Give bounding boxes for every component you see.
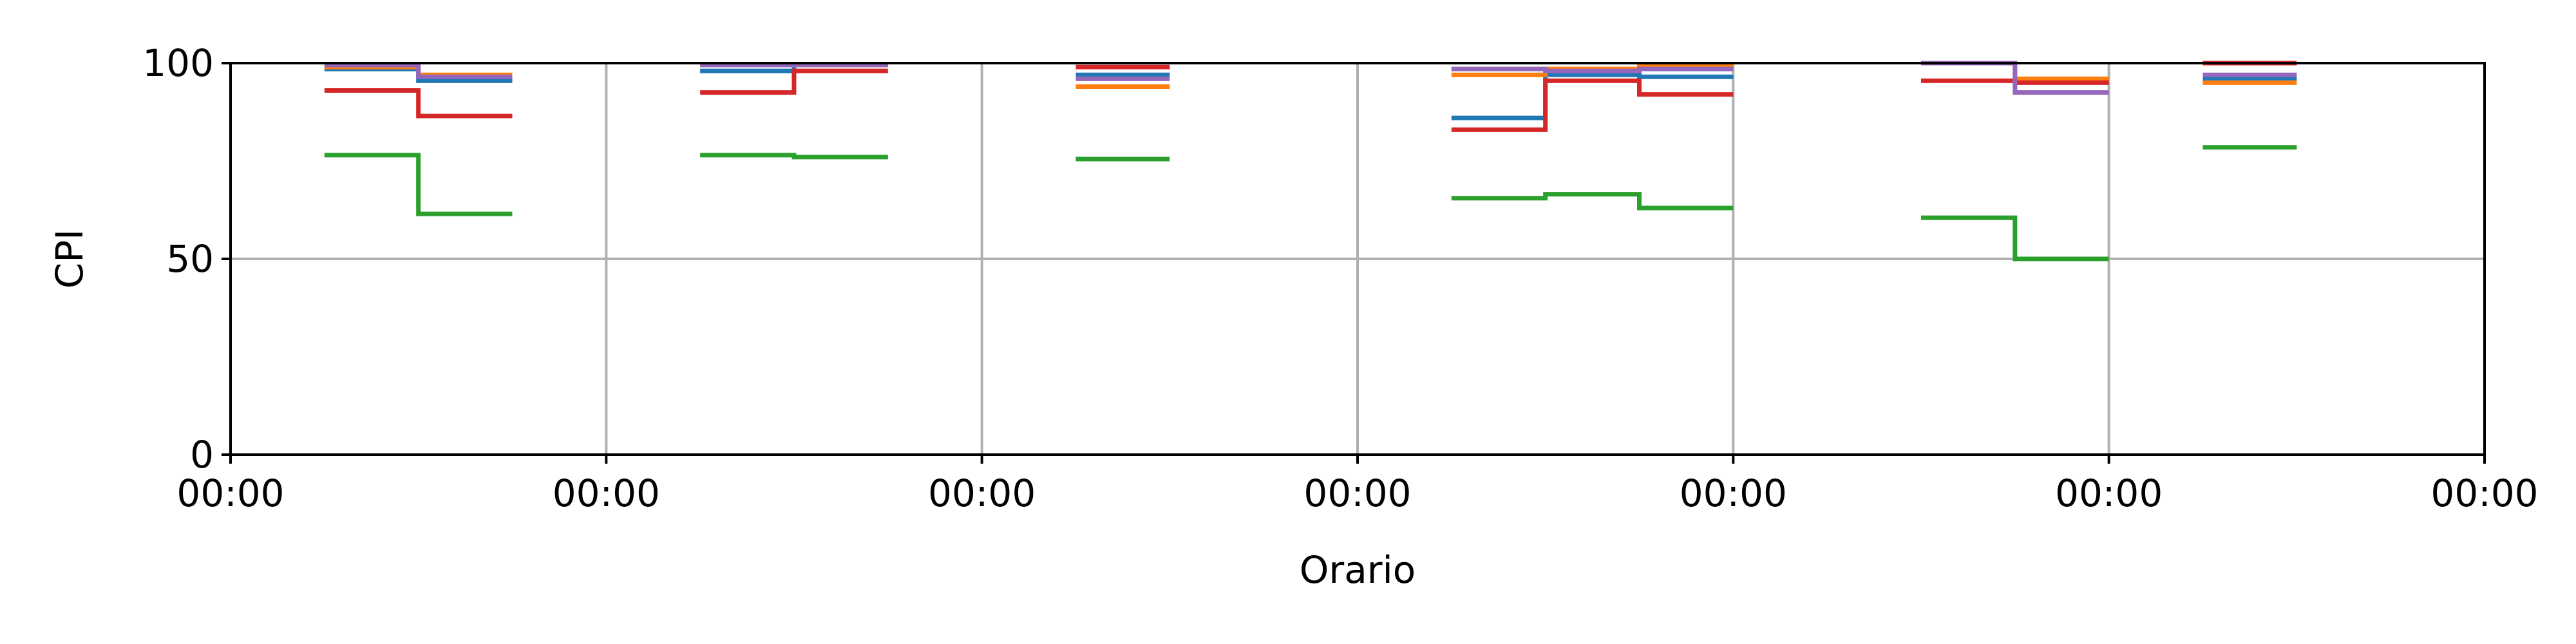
series-line-segment (1451, 78, 1734, 132)
series-line-segment (1451, 192, 1734, 211)
series-line-segment (324, 62, 513, 79)
y-tick-label: 0 (190, 433, 214, 477)
series-3 (324, 145, 2297, 261)
series-lines (324, 61, 2297, 261)
x-tick-label: 00:00 (2430, 471, 2538, 515)
x-tick-label: 00:00 (1680, 471, 1787, 515)
series-line-segment (700, 68, 888, 95)
x-axis: 00:00 00:00 00:00 00:00 00:00 00:00 00:00 (176, 455, 2539, 515)
series-1 (324, 62, 2297, 120)
series-2 (324, 61, 2297, 89)
grid-lines (229, 62, 2486, 456)
x-tick-label: 00:00 (1303, 471, 1411, 515)
y-tick-label: 50 (166, 237, 214, 281)
x-tick-label: 00:00 (176, 471, 284, 515)
y-tick-label: 100 (142, 41, 214, 85)
y-axis-label: CPI (48, 229, 91, 289)
x-tick-label: 00:00 (2055, 471, 2163, 515)
series-line-segment (324, 153, 513, 216)
series-line-segment (1921, 215, 2109, 261)
series-line-segment (324, 88, 513, 118)
series-5 (324, 61, 2297, 95)
y-axis: 0 50 100 (142, 41, 231, 477)
x-tick-label: 00:00 (553, 471, 660, 515)
series-line-segment (1451, 66, 1734, 73)
series-line-segment (700, 153, 888, 160)
series-line-segment (1451, 72, 1734, 120)
series-4 (324, 61, 2297, 132)
x-tick-label: 00:00 (928, 471, 1036, 515)
x-axis-label: Orario (1300, 548, 1416, 592)
